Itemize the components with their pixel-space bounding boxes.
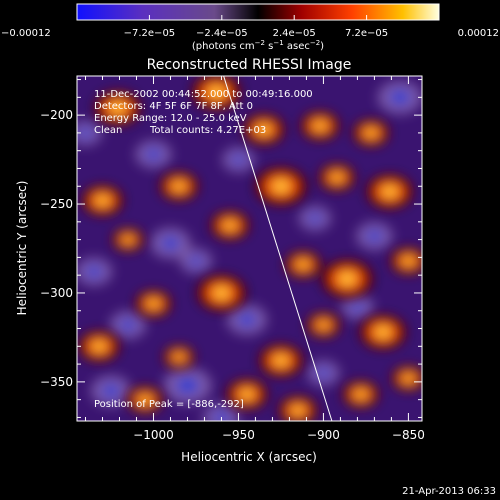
- peak-yellow-17: [375, 326, 391, 338]
- peak-yellow-1: [208, 86, 224, 98]
- peak-yellow-2: [257, 124, 271, 135]
- y-tick-label-0: −200: [40, 108, 73, 122]
- colorbar-tick-label-4: 7.2e−05: [345, 28, 388, 39]
- chart-title: Reconstructed RHESSI Image: [147, 57, 352, 73]
- peak-yellow-21: [318, 321, 329, 329]
- peak-yellow-9: [382, 186, 397, 197]
- peak-yellow-25: [139, 395, 151, 404]
- peak-yellow-23: [291, 405, 304, 415]
- colorbar: [76, 3, 440, 21]
- x-tick-label-1: −950: [222, 428, 255, 442]
- colorbar-tick-label-3: 2.4e−05: [273, 28, 316, 39]
- peak-yellow-5: [96, 195, 109, 206]
- peak-yellow-22: [240, 389, 254, 400]
- colorbar-tick-label-2: −2.4e−05: [196, 28, 248, 39]
- trough-core-13: [120, 319, 136, 331]
- annotation-time: 11-Dec-2002 00:44:52.000 to 00:49:16.000: [94, 89, 313, 100]
- axis-ticks: −1000 −950 −900 −850 −200 −250 −300 −350: [40, 76, 425, 442]
- annotation-detectors: Detectors: 4F 5F 6F 7F 8F, Att 0: [94, 101, 253, 112]
- peak-yellow-14: [402, 256, 415, 266]
- trough-core-15: [213, 411, 230, 421]
- trough-core-3: [78, 128, 93, 138]
- peak-yellow-11: [223, 220, 236, 230]
- peak-yellow-18: [92, 341, 106, 352]
- trough-core-1: [102, 384, 120, 398]
- trough-core-5: [366, 230, 383, 242]
- annotation-peak-position: Position of Peak = [-886,-292]: [94, 399, 244, 410]
- peak-yellow-26: [403, 374, 414, 383]
- peak-yellow-24: [355, 390, 367, 399]
- trough-core-2: [238, 313, 256, 327]
- trough-core-8: [231, 154, 246, 165]
- y-tick-label-1: −250: [40, 197, 73, 211]
- peak-yellow-13: [339, 272, 356, 285]
- trough-core-4: [390, 90, 410, 105]
- colorbar-unit-label: (photons cm−2 s−1 asec−2): [192, 39, 324, 52]
- peak-yellow-4: [365, 128, 377, 138]
- trough-core-12: [350, 302, 365, 312]
- x-tick-label-0: −1000: [133, 428, 174, 442]
- x-tick-label-2: −900: [307, 428, 340, 442]
- limb-line: [223, 76, 333, 421]
- trough-core-10: [86, 266, 102, 278]
- y-tick-label-2: −300: [40, 286, 73, 300]
- colorbar-tick-label-1: −7.2e−05: [124, 28, 176, 39]
- colorbar-tick-label-0: −0.00012: [1, 28, 51, 39]
- y-tick-label-3: −350: [40, 375, 73, 389]
- peak-yellow-16: [213, 287, 230, 299]
- peak-yellow-8: [331, 173, 343, 182]
- peak-yellow-19: [174, 353, 184, 361]
- annotation-total-counts: Total counts: 4.27E+03: [149, 125, 266, 136]
- peak-yellow-12: [297, 260, 309, 269]
- annotation-clean: Clean: [94, 125, 122, 136]
- trough-core-14: [316, 368, 331, 378]
- render-timestamp: 21-Apr-2013 06:33: [402, 486, 496, 497]
- colorbar-ticks: −0.00012 −7.2e−05 −2.4e−05 2.4e−05 7.2e−05 0.…: [1, 15, 499, 39]
- trough-core-11: [189, 256, 203, 266]
- heatmap-area: [77, 76, 422, 421]
- trough-core-7: [145, 148, 162, 160]
- peak-yellow-15: [147, 299, 160, 308]
- colorbar-tick-label-5: 0.00012: [458, 28, 499, 39]
- trough-core-9: [308, 213, 322, 224]
- peak-yellow-3: [314, 121, 327, 131]
- peak-yellow-20: [274, 355, 288, 366]
- x-axis-label: Heliocentric X (arcsec): [181, 450, 317, 464]
- peak-yellow-6: [172, 181, 185, 191]
- annotation-energy: Energy Range: 12.0 - 25.0 keV: [94, 113, 247, 124]
- trough-core-0: [176, 377, 199, 394]
- peak-yellow-10: [123, 236, 133, 244]
- peak-yellow-0: [110, 102, 125, 114]
- plot-frame: [76, 75, 423, 422]
- x-tick-label-3: −850: [392, 428, 425, 442]
- peak-yellow-7: [272, 180, 289, 193]
- y-axis-label: Heliocentric Y (arcsec): [15, 181, 29, 316]
- trough-core-6: [161, 236, 180, 250]
